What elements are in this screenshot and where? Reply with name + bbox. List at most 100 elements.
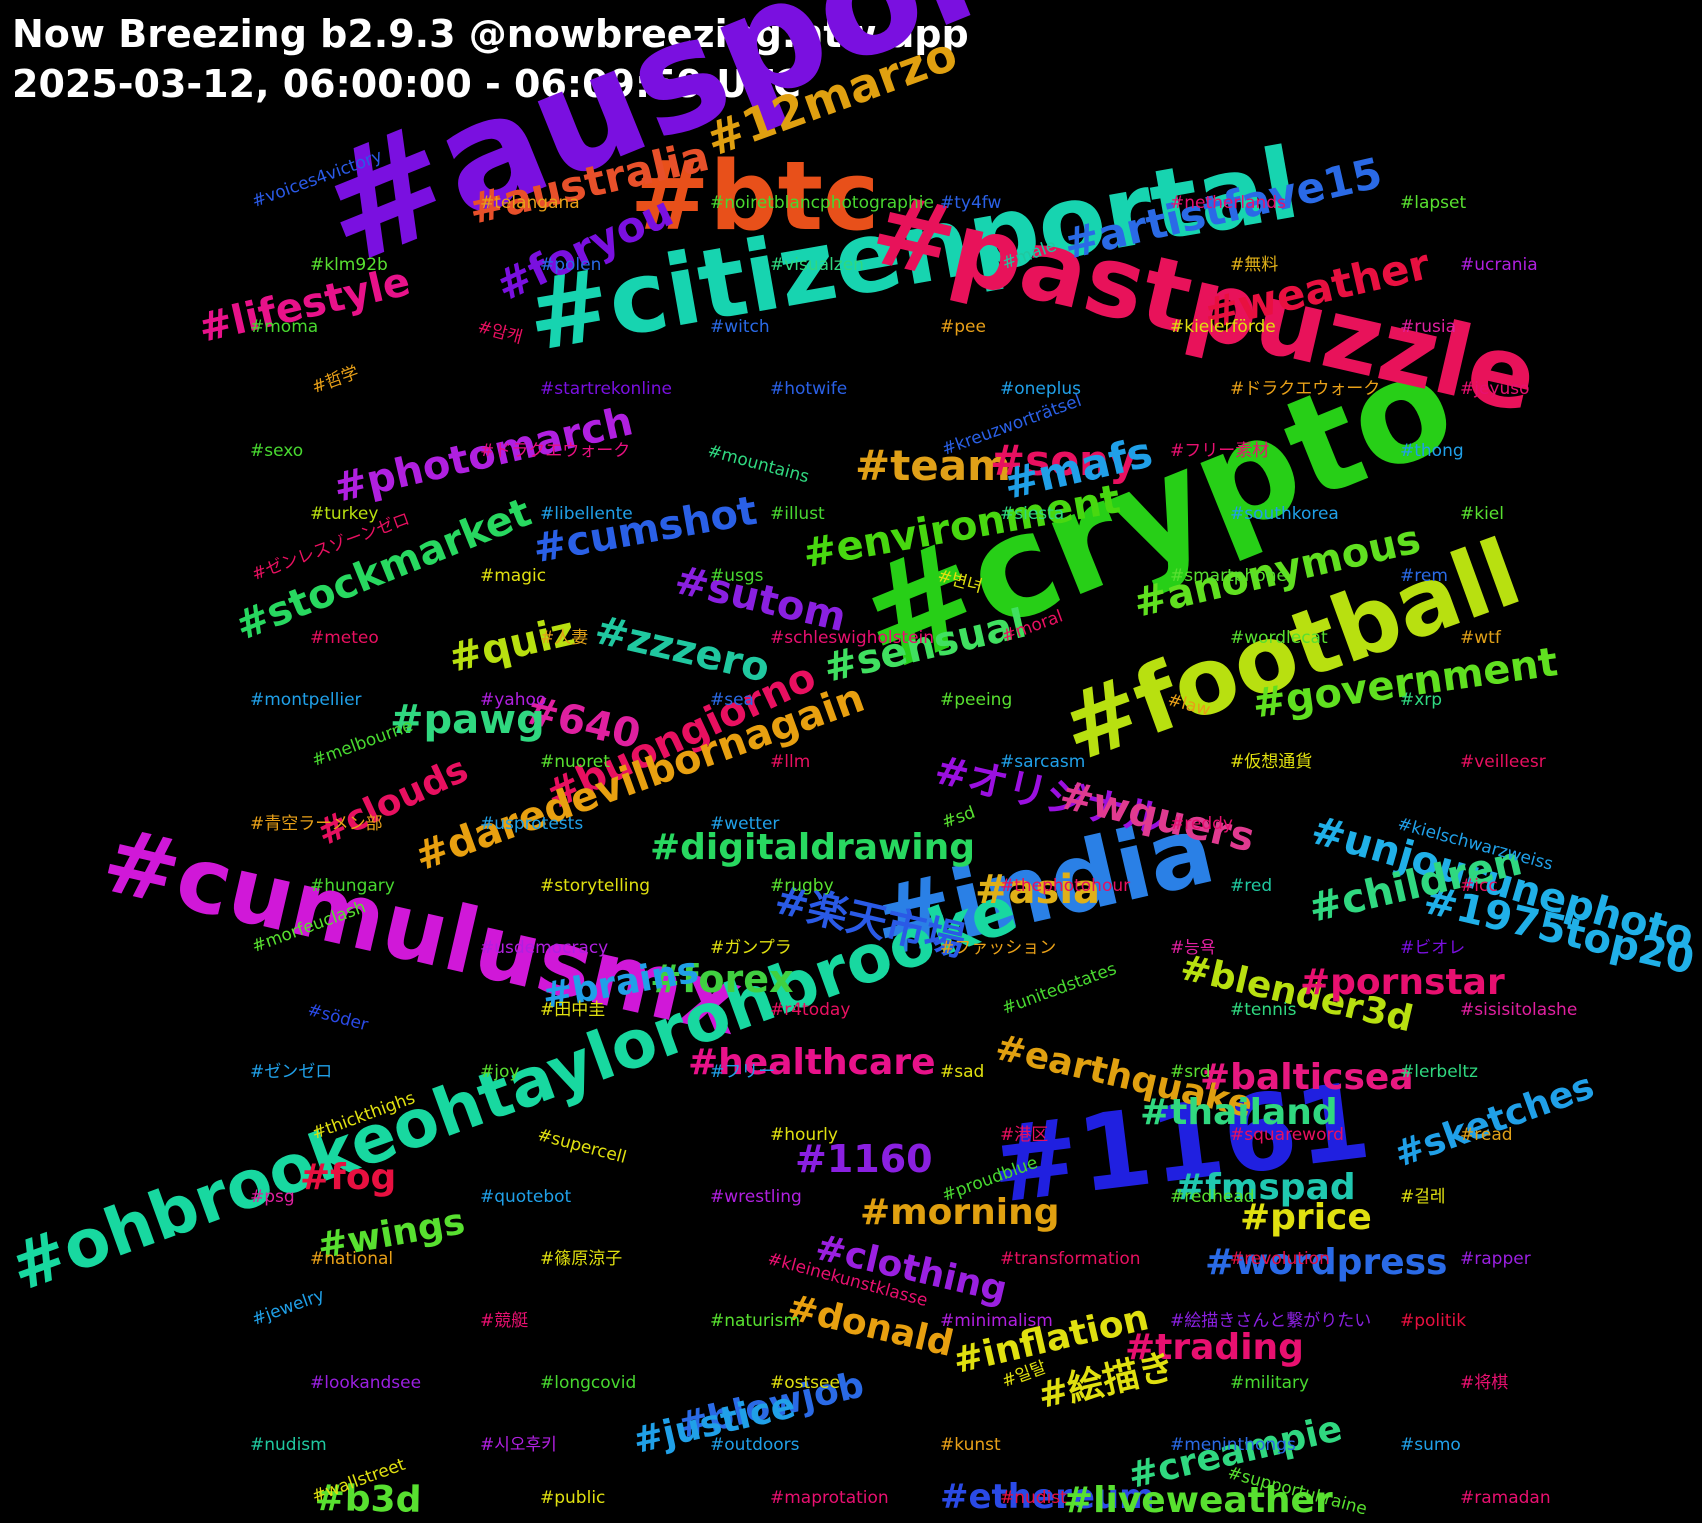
hashtag-word: #quotebot bbox=[480, 1186, 572, 1207]
hashtag-word: #noiretblancphotographie bbox=[710, 193, 934, 213]
hashtag-word: #digitaldrawing bbox=[650, 827, 976, 868]
hashtag-word: #nudism bbox=[250, 1435, 327, 1455]
hashtag-word: #longcovid bbox=[540, 1372, 637, 1393]
hashtag-word: #無料 bbox=[1230, 255, 1279, 276]
hashtag-word: #pawg bbox=[390, 697, 545, 743]
hashtag-word: #montpellier bbox=[250, 689, 362, 710]
hashtag-word: #read bbox=[1460, 1124, 1513, 1145]
hashtag-word: #sketches bbox=[1388, 1065, 1600, 1176]
hashtag-word: #フリー素材 bbox=[1170, 441, 1270, 462]
hashtag-word: #cumshot bbox=[529, 487, 761, 573]
hashtag-word: #usprotests bbox=[480, 814, 584, 834]
hashtag-word: #visualzen bbox=[770, 255, 864, 276]
hashtag-word: #nudist bbox=[1000, 1488, 1067, 1508]
hashtag-word: #smartphone bbox=[1170, 565, 1287, 586]
hashtag-word: #kielerförde bbox=[1170, 317, 1276, 338]
hashtag-word: #絵描きさんと繋がりたい bbox=[1170, 1310, 1372, 1331]
hashtag-word: #btc bbox=[630, 142, 880, 252]
hashtag-word: #thong bbox=[1400, 441, 1464, 462]
hashtag-word: #melbourne bbox=[309, 715, 416, 771]
hashtag-word: #asia bbox=[975, 867, 1101, 913]
hashtag-word: #암캐 bbox=[475, 317, 525, 349]
hashtag-word: #balticsea bbox=[1200, 1057, 1414, 1098]
hashtag-word: #usdemocracy bbox=[480, 938, 609, 959]
hashtag-word: #ファッション bbox=[940, 938, 1057, 959]
hashtag-word: #schleswigholstein bbox=[770, 627, 935, 648]
hashtag-word: #polen bbox=[540, 255, 602, 276]
hashtag-word: #人妻 bbox=[540, 627, 589, 648]
hashtag-word: #supercell bbox=[535, 1124, 629, 1168]
hashtag-word: #wrestling bbox=[710, 1186, 802, 1207]
hashtag-word: #squareword bbox=[1230, 1124, 1344, 1145]
hashtag-word: #rapper bbox=[1460, 1248, 1531, 1269]
hashtag-word: #青空ラーメン部 bbox=[250, 814, 383, 834]
hashtag-word: #witch bbox=[710, 317, 770, 338]
hashtag-word: #military bbox=[1230, 1372, 1310, 1393]
hashtag-word: #능욕 bbox=[1170, 938, 1216, 959]
hashtag-word: #ゼンゼロ bbox=[250, 1062, 333, 1083]
hashtag-word: #시오후키 bbox=[480, 1435, 557, 1455]
hashtag-word: #morning bbox=[860, 1192, 1060, 1233]
hashtag-word: #national bbox=[310, 1248, 394, 1269]
hashtag-word: #netherlands bbox=[1170, 193, 1286, 213]
hashtag-word: #unitedstates bbox=[999, 959, 1120, 1020]
hashtag-word: #nuoret bbox=[540, 751, 610, 772]
hashtag-word: #oneplus bbox=[1000, 379, 1082, 400]
hashtag-word: #hotwife bbox=[770, 379, 848, 400]
hashtag-word: #zzzero bbox=[590, 607, 774, 692]
hashtag-word: #revolution bbox=[1230, 1248, 1330, 1269]
hashtag-word: #将棋 bbox=[1460, 1372, 1509, 1393]
hashtag-word: #psg bbox=[250, 1186, 295, 1207]
hashtag-word: #liveweather bbox=[1063, 1480, 1333, 1521]
hashtag-word: #lapset bbox=[1400, 193, 1467, 213]
hashtag-word: #걸레 bbox=[1400, 1186, 1446, 1207]
hashtag-word: #仮想通貨 bbox=[1230, 751, 1313, 772]
hashtag-word: #フリー bbox=[710, 1062, 776, 1083]
hashtag-word: #ucrania bbox=[1460, 255, 1538, 276]
hashtag-word: #lerbeltz bbox=[1400, 1062, 1478, 1083]
hashtag-word: #fmspad bbox=[1175, 1167, 1356, 1208]
hashtag-word: #wetter bbox=[710, 814, 780, 834]
hashtag-word: #thephotohour bbox=[1000, 876, 1131, 897]
hashtag-word: #r4today bbox=[770, 1000, 851, 1021]
hashtag-word: #hourly bbox=[770, 1124, 838, 1145]
hashtag-word: #rusia bbox=[1400, 317, 1457, 338]
hashtag-word: #naturism bbox=[710, 1310, 801, 1331]
hashtag-word: #icc bbox=[1460, 876, 1498, 897]
hashtag-word: #pornstar bbox=[1300, 962, 1505, 1003]
hashtag-word: #usgs bbox=[710, 565, 764, 586]
header-timestamp: 2025-03-12, 06:00:00 - 06:09:59 UTC bbox=[12, 62, 801, 106]
hashtag-word: #transformation bbox=[1000, 1248, 1141, 1269]
hashtag-word: #illust bbox=[770, 503, 825, 524]
hashtag-word: #jewelry bbox=[249, 1285, 328, 1330]
hashtag-word: #söder bbox=[305, 1000, 371, 1036]
hashtag-word: #siesta bbox=[1000, 503, 1065, 524]
hashtag-word: #minimalism bbox=[940, 1310, 1053, 1331]
hashtag-word: #篠原涼子 bbox=[540, 1248, 623, 1269]
hashtag-word: #moma bbox=[250, 317, 319, 338]
hashtag-word: #magic bbox=[480, 565, 547, 586]
hashtag-word: #mountains bbox=[705, 441, 812, 488]
hashtag-word: #田中圭 bbox=[540, 1000, 606, 1021]
hashtag-word: #llm bbox=[770, 751, 811, 772]
hashtag-word: #reddy bbox=[1170, 814, 1233, 834]
hashtag-word: #joy bbox=[480, 1062, 520, 1083]
hashtag-word: #politik bbox=[1400, 1310, 1467, 1331]
hashtag-word: #wtf bbox=[1460, 627, 1501, 648]
hashtag-word: #sisisitolashe bbox=[1460, 1000, 1578, 1021]
hashtag-word: #sad bbox=[940, 1062, 985, 1083]
hashtag-word: #ドラクエウォーク bbox=[480, 441, 631, 462]
hashtag-word: #sarcasm bbox=[1000, 751, 1086, 772]
hashtag-word: #港区 bbox=[1000, 1124, 1049, 1145]
hashtag-word: #storytelling bbox=[540, 876, 651, 897]
hashtag-word: #fog bbox=[300, 1157, 397, 1198]
hashtag-word: #turkey bbox=[310, 503, 379, 524]
hashtag-word: #yahoo bbox=[480, 689, 547, 710]
hashtag-word: #srd bbox=[1170, 1062, 1211, 1083]
hashtag-word: #ostsee bbox=[770, 1372, 840, 1393]
hashtag-word: #price bbox=[1240, 1197, 1372, 1238]
hashtag-word: #tennis bbox=[1230, 1000, 1297, 1021]
hashtag-word: #lookandsee bbox=[310, 1372, 422, 1393]
